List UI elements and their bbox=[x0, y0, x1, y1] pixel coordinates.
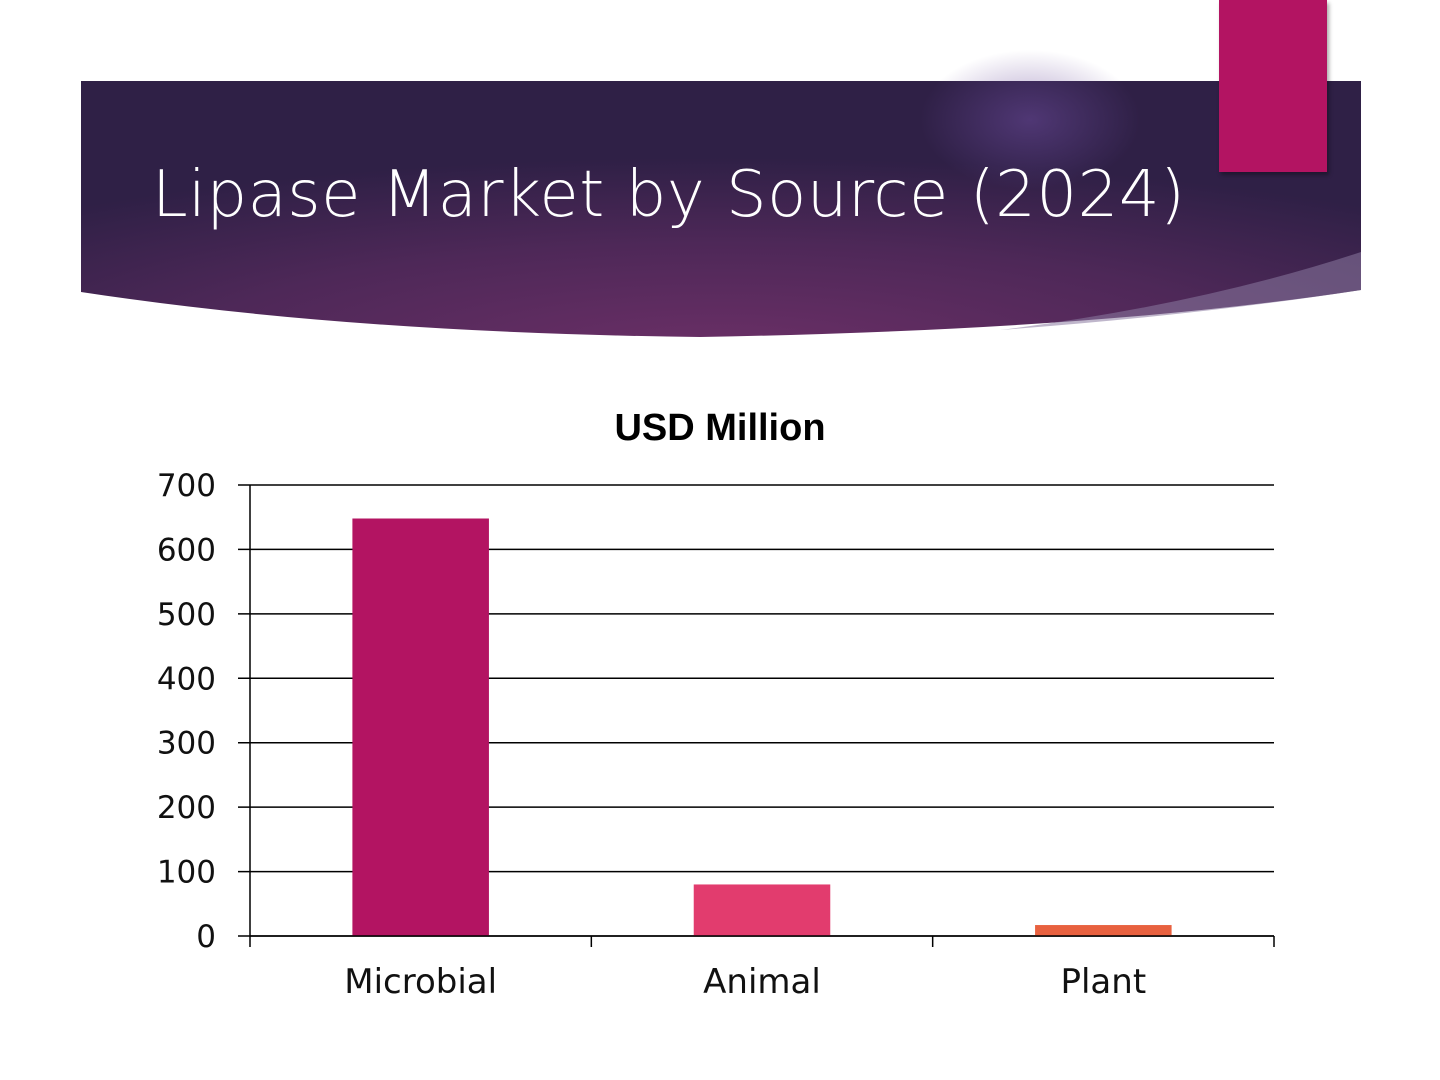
y-tick-label: 300 bbox=[157, 726, 216, 762]
y-tick-label: 400 bbox=[157, 661, 216, 697]
x-axis: Microbial Animal Plant bbox=[249, 935, 1275, 1002]
bars bbox=[352, 518, 1172, 936]
bar-plant bbox=[1035, 925, 1172, 936]
y-tick-label: 700 bbox=[157, 468, 216, 504]
y-tick-label: 600 bbox=[157, 532, 216, 568]
accent-tab bbox=[1219, 0, 1327, 172]
y-tick-label: 0 bbox=[196, 919, 216, 955]
y-axis: 0 100 200 300 400 500 600 700 bbox=[157, 468, 251, 955]
title-banner bbox=[81, 50, 1361, 337]
x-tick-label: Microbial bbox=[344, 962, 497, 1002]
bar-animal bbox=[693, 884, 831, 936]
bar-microbial bbox=[352, 518, 489, 936]
y-tick-label: 500 bbox=[157, 597, 216, 633]
chart-title: USD Million bbox=[614, 407, 825, 449]
x-tick-label: Plant bbox=[1060, 962, 1146, 1002]
y-tick-label: 200 bbox=[157, 790, 216, 826]
title-banner-glow bbox=[920, 50, 1140, 190]
y-tick-label: 100 bbox=[157, 855, 216, 891]
slide-title: Lipase Market by Source (2024) bbox=[152, 158, 1186, 232]
bar-chart: USD Million 0 100 200 300 400 500 600 700 Micro… bbox=[157, 407, 1275, 1002]
x-tick-label: Animal bbox=[703, 962, 821, 1002]
title-banner-swoosh bbox=[1000, 252, 1361, 330]
